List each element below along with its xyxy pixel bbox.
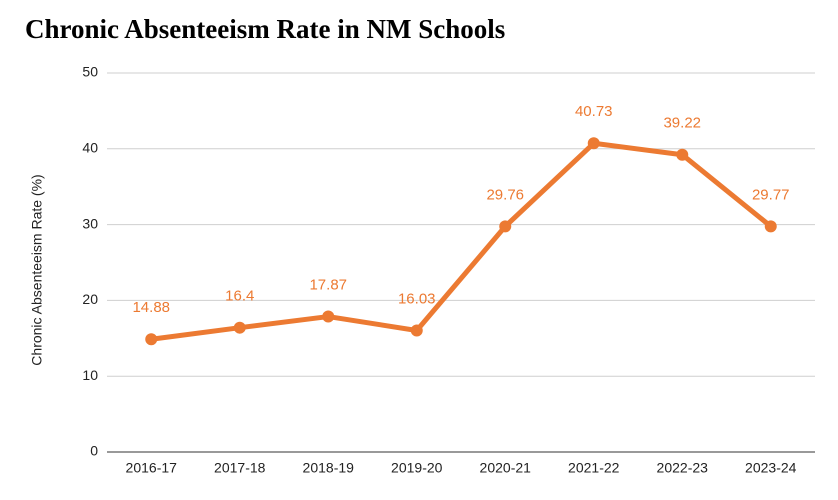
data-label: 16.03 (398, 290, 436, 307)
point (410, 324, 423, 337)
x-tick-label: 2019-20 (391, 460, 443, 476)
x-tick-label: 2023-24 (745, 460, 797, 476)
point (499, 220, 512, 233)
x-tick-label: 2017-18 (214, 460, 266, 476)
point (322, 310, 335, 323)
y-tick-label: 0 (90, 443, 98, 459)
data-label: 16.4 (225, 288, 254, 305)
point (676, 148, 689, 161)
chart-title: Chronic Absenteeism Rate in NM Schools (25, 14, 505, 44)
data-label: 29.77 (752, 186, 790, 203)
x-tick-label: 2018-19 (303, 460, 355, 476)
y-tick-label: 40 (82, 140, 98, 156)
data-label: 29.76 (486, 186, 524, 203)
y-tick-label: 50 (82, 64, 98, 80)
x-tick-label: 2016-17 (126, 460, 178, 476)
y-tick-label: 30 (82, 215, 98, 231)
y-axis-label: Chronic Absenteeism Rate (%) (29, 174, 45, 365)
point (233, 321, 246, 334)
point (764, 220, 777, 233)
data-label: 14.88 (132, 299, 170, 316)
point (587, 137, 600, 150)
data-label: 40.73 (575, 103, 613, 120)
x-tick-label: 2021-22 (568, 460, 620, 476)
x-tick-label: 2022-23 (657, 460, 709, 476)
data-label: 17.87 (309, 277, 347, 294)
y-tick-label: 10 (82, 367, 98, 383)
line (150, 140, 773, 342)
point (145, 333, 158, 346)
y-tick-label: 20 (82, 291, 98, 307)
x-tick-label: 2020-21 (480, 460, 532, 476)
data-label: 39.22 (663, 115, 701, 132)
